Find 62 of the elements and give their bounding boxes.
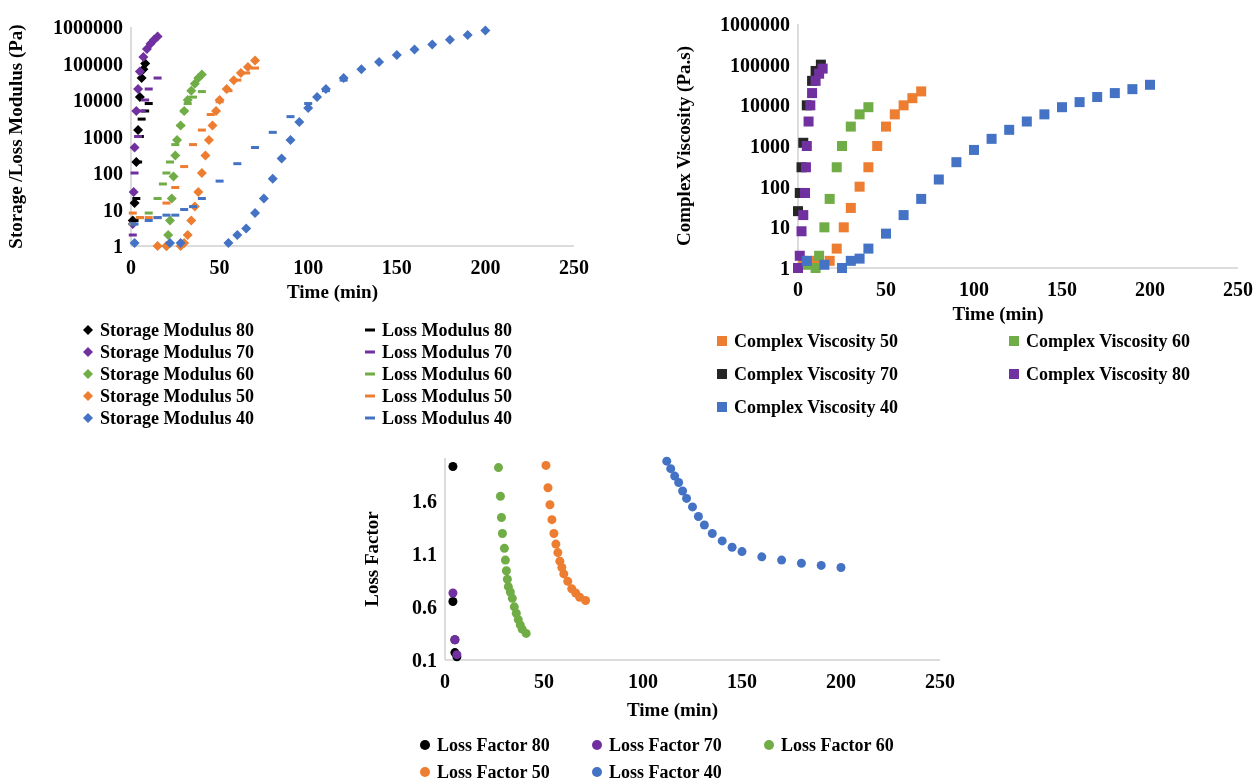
y-tick-label: 1000	[83, 125, 123, 148]
y-tick-label: 10	[103, 198, 123, 221]
x-tick-label: 200	[1135, 278, 1165, 300]
y-tick-label: 10000	[73, 89, 123, 111]
x-axis-title: Time (min)	[287, 281, 378, 303]
y-tick-label: 1000000	[720, 13, 790, 35]
y-tick-label: 100000	[730, 53, 790, 76]
y-tick-label: 1	[113, 235, 123, 257]
x-tick-label: 100	[959, 278, 989, 300]
x-tick-label: 50	[876, 278, 896, 300]
y-tick-label: 10000	[740, 94, 790, 117]
x-tick-label: 200	[470, 256, 501, 278]
y-tick-label: 100	[93, 162, 123, 184]
y-tick-label: 0.6	[412, 595, 437, 618]
legend-label: Complex Viscosity 60	[1026, 331, 1190, 352]
legend-label: Storage Modulus 50	[100, 386, 255, 407]
legend-label: Storage Modulus 80	[100, 320, 255, 341]
y-axis-title: Storage /Loss Modulus (Pa)	[5, 24, 27, 249]
legend-label: Complex Viscosity 40	[734, 397, 898, 418]
x-tick-label: 0	[126, 256, 136, 278]
legend-label: Storage Modulus 40	[100, 408, 255, 429]
legend-label: Complex Viscosity 70	[734, 364, 898, 385]
x-tick-label: 0	[440, 670, 450, 692]
x-tick-label: 100	[293, 256, 324, 278]
x-tick-label: 100	[628, 670, 658, 692]
x-tick-label: 50	[209, 256, 230, 278]
legend-label: Loss Factor 80	[437, 735, 550, 756]
legend-label: Loss Modulus 80	[382, 320, 513, 341]
y-tick-label: 100000	[63, 52, 123, 75]
x-tick-label: 150	[1047, 278, 1077, 300]
legend-label: Loss Modulus 60	[382, 364, 513, 385]
x-tick-label: 250	[559, 256, 589, 278]
legend-label: Loss Factor 70	[609, 735, 722, 756]
legend-label: Complex Viscosity 50	[734, 331, 898, 352]
legend-label: Storage Modulus 70	[100, 342, 255, 363]
x-tick-label: 250	[1223, 278, 1253, 300]
legend-label: Loss Factor 60	[781, 735, 894, 756]
y-tick-label: 0.1	[412, 649, 437, 671]
y-tick-label: 100	[760, 175, 790, 198]
x-axis-title: Time (min)	[952, 303, 1044, 325]
y-tick-label: 10	[770, 216, 790, 239]
x-tick-label: 0	[793, 278, 803, 300]
legend-label: Loss Modulus 40	[382, 408, 513, 429]
x-tick-label: 250	[925, 670, 955, 692]
legend-label: Complex Viscosity 80	[1026, 364, 1190, 385]
y-tick-label: 1	[780, 257, 790, 279]
y-tick-label: 1.6	[412, 489, 437, 512]
y-tick-label: 1000	[750, 135, 790, 157]
legend-label: Loss Factor 50	[437, 762, 550, 782]
x-tick-label: 200	[826, 670, 856, 692]
x-tick-label: 150	[727, 670, 757, 692]
legend-label: Storage Modulus 60	[100, 364, 255, 385]
y-tick-label: 1.1	[412, 542, 437, 565]
legend-label: Loss Modulus 70	[382, 342, 513, 363]
y-axis-title: Complex Viscosity (Pa.s)	[673, 45, 695, 247]
x-tick-label: 150	[381, 256, 412, 278]
x-axis-title: Time (min)	[627, 699, 718, 721]
y-axis-title: Loss Factor	[361, 510, 382, 607]
x-tick-label: 50	[534, 670, 554, 692]
legend-label: Loss Modulus 50	[382, 386, 513, 407]
y-tick-label: 1000000	[53, 16, 123, 38]
legend-label: Loss Factor 40	[609, 762, 722, 782]
